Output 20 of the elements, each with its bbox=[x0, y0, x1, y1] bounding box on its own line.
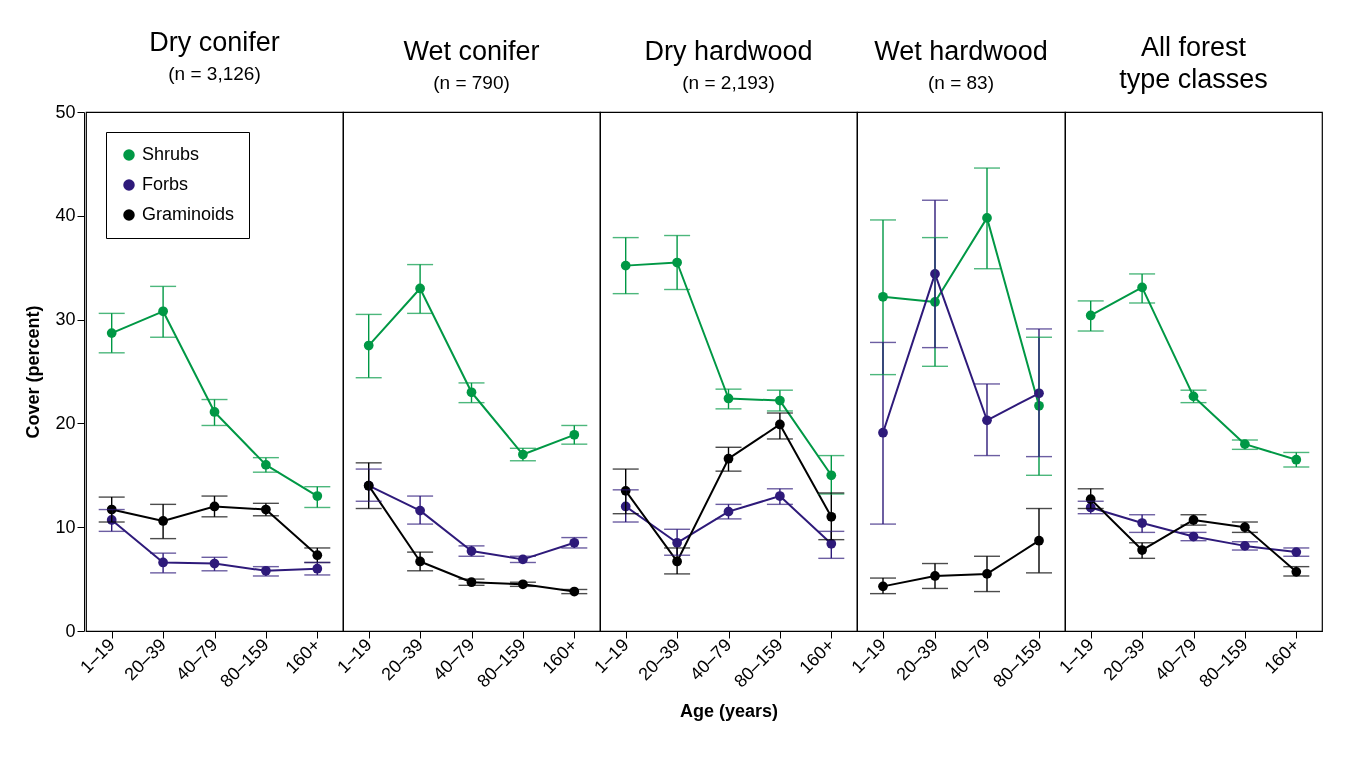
y-tick-label: 40 bbox=[55, 205, 76, 226]
chart-subtitle: (n = 3,126) bbox=[168, 63, 261, 84]
chart-subtitle: (n = 2,193) bbox=[682, 72, 775, 93]
chart-title: Wet conifer bbox=[403, 36, 540, 66]
y-tick-label: 0 bbox=[65, 620, 76, 641]
y-tick-label: 50 bbox=[55, 101, 76, 122]
legend-label: Shrubs bbox=[142, 144, 200, 164]
chart-subtitle: (n = 83) bbox=[927, 72, 995, 93]
chart-title: Wet hardwood bbox=[874, 36, 1048, 66]
legend-label: Graminoids bbox=[142, 204, 235, 224]
x-axis-title: Age (years) bbox=[679, 701, 779, 722]
chart-subtitle: (n = 790) bbox=[433, 72, 510, 93]
chart-title: Dry conifer bbox=[149, 27, 280, 57]
chart-title: Dry hardwood bbox=[644, 36, 813, 66]
y-tick-label: 10 bbox=[55, 516, 76, 537]
chart-title: All forest type classes bbox=[1119, 32, 1268, 94]
y-tick-label: 30 bbox=[55, 309, 76, 330]
legend-label: Forbs bbox=[142, 174, 189, 194]
y-axis-title: Cover (percent) bbox=[23, 305, 44, 439]
y-tick-label: 20 bbox=[55, 412, 76, 433]
